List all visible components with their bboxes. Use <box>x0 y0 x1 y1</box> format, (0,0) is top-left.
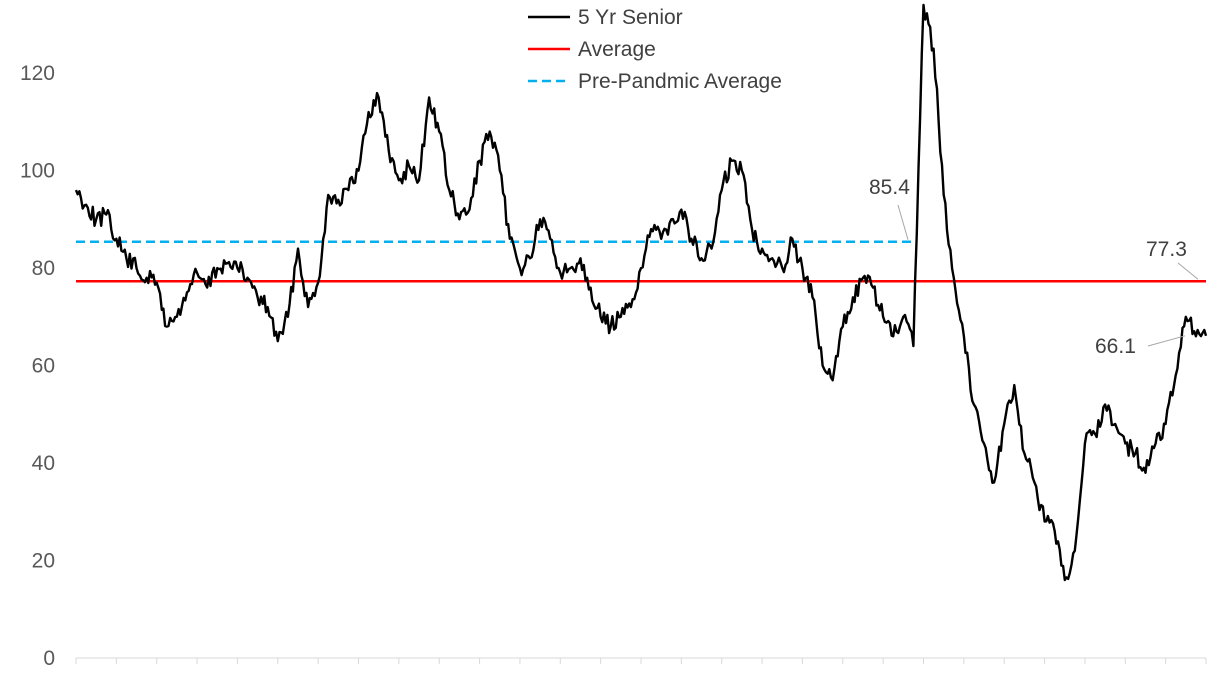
x-axis <box>75 657 1207 664</box>
y-tick-label: 0 <box>43 647 55 670</box>
annotation-pre-pandemic-label: 85.4 <box>869 176 910 199</box>
legend-item-pre-pandemic-average-label: Pre-Pandmic Average <box>578 70 782 93</box>
annotation-latest-label: 66.1 <box>1095 335 1136 358</box>
y-tick-label: 80 <box>32 257 55 280</box>
legend-item-5yr-senior-label: 5 Yr Senior <box>578 6 683 29</box>
annotation-latest-leader <box>1147 335 1186 347</box>
y-tick-label: 20 <box>32 550 55 573</box>
annotations-group: 85.4 77.3 66.1 <box>869 176 1199 358</box>
series-5yr-senior-line <box>74 3 1208 582</box>
legend: 5 Yr Senior Average Pre-Pandmic Average <box>528 6 782 93</box>
annotation-pre-pandemic-leader <box>897 204 909 240</box>
y-tick-label: 120 <box>20 62 55 85</box>
y-tick-label: 100 <box>20 160 55 183</box>
series-group <box>74 3 1208 582</box>
y-tick-label: 60 <box>32 355 55 378</box>
annotation-average-leader <box>1177 262 1199 280</box>
legend-item-average-label: Average <box>578 38 656 61</box>
y-axis: 0 20 40 60 80 100 120 <box>20 62 55 670</box>
annotation-average-label: 77.3 <box>1146 238 1187 261</box>
y-tick-label: 40 <box>32 452 55 475</box>
